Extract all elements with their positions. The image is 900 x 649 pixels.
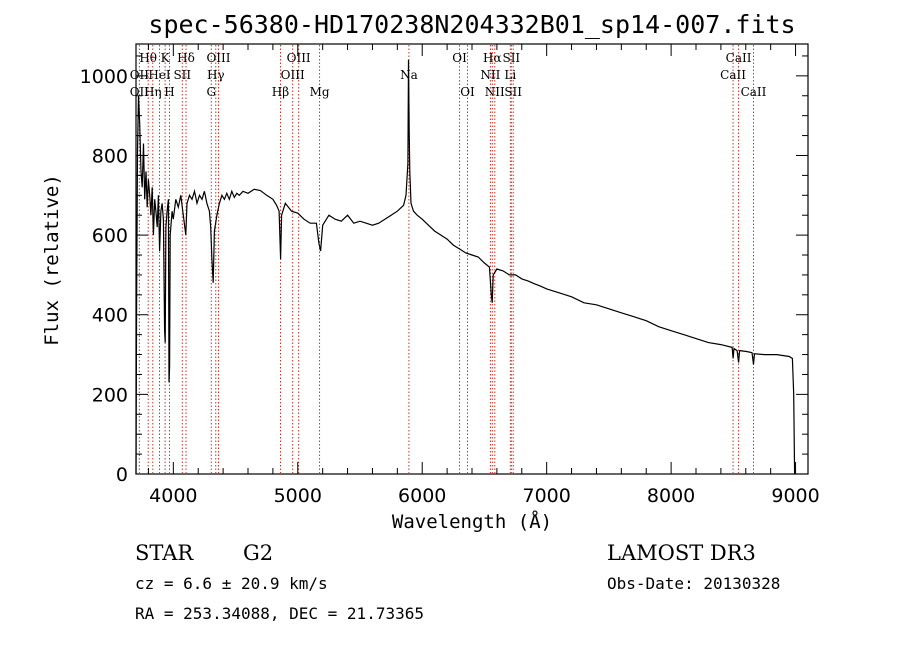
line-label-hθ: Hθ xyxy=(139,51,157,65)
line-label-h: H xyxy=(164,85,174,99)
coordinates-text: RA = 253.34088, DEC = 21.73365 xyxy=(135,604,424,623)
line-label-hα: Hα xyxy=(483,51,502,65)
redshift-text: cz = 6.6 ± 20.9 km/s xyxy=(135,574,328,593)
obs-date: Obs-Date: 20130328 xyxy=(607,574,780,593)
object-subclass: G2 xyxy=(243,541,273,565)
line-label-hη: Hη xyxy=(144,85,162,99)
y-tick-label: 400 xyxy=(92,305,128,327)
line-label-caii: CaII xyxy=(741,85,767,99)
spectral-line-markers xyxy=(138,45,754,473)
line-label-sii: SII xyxy=(502,51,520,65)
plot-frame xyxy=(135,43,809,475)
y-axis-label: Flux (relative) xyxy=(41,174,63,346)
line-label-hδ: Hδ xyxy=(177,51,195,65)
line-label-oii: OII xyxy=(130,85,150,99)
line-label-mg: Mg xyxy=(310,85,330,99)
x-tick-label: 4000 xyxy=(149,485,197,507)
y-tick-label: 1000 xyxy=(80,66,128,88)
line-label-oiii: OIII xyxy=(281,68,305,82)
line-label-oii: OII xyxy=(130,68,150,82)
x-tick-label: 9000 xyxy=(771,485,819,507)
x-tick-label: 5000 xyxy=(274,485,322,507)
line-label-oi: OI xyxy=(460,85,475,99)
y-axis-ticks: 0 200 400 600 800 1000 xyxy=(80,55,808,486)
object-type: STAR xyxy=(135,541,194,565)
x-tick-label: 7000 xyxy=(522,485,570,507)
y-tick-label: 200 xyxy=(92,384,128,406)
x-tick-label: 6000 xyxy=(398,485,446,507)
x-tick-label: 8000 xyxy=(647,485,695,507)
line-label-hei: HeI xyxy=(148,68,171,82)
line-label-caii: CaII xyxy=(726,51,752,65)
spectrum-line xyxy=(135,59,796,475)
line-label-hβ: Hβ xyxy=(272,85,289,99)
line-label-oiii: OIII xyxy=(206,51,230,65)
y-tick-label: 0 xyxy=(116,464,128,486)
line-label-k: K xyxy=(161,51,171,65)
chart-title: spec-56380-HD170238N204332B01_sp14-007.f… xyxy=(148,10,795,39)
line-label-nii: NII xyxy=(485,85,505,99)
line-label-oi: OI xyxy=(452,51,467,65)
line-label-sii: SII xyxy=(173,68,191,82)
line-label-sii: SII xyxy=(504,85,522,99)
y-tick-label: 800 xyxy=(92,145,128,167)
line-label-nii: NII xyxy=(480,68,500,82)
line-label-caii: CaII xyxy=(720,68,746,82)
survey-name: LAMOST DR3 xyxy=(607,541,756,565)
x-axis-label: Wavelength (Å) xyxy=(392,510,552,533)
y-tick-label: 600 xyxy=(92,225,128,247)
line-label-g: G xyxy=(206,85,216,99)
x-axis-ticks: 4000 5000 6000 7000 8000 9000 xyxy=(147,44,820,507)
line-label-oiii: OIII xyxy=(287,51,311,65)
line-label-li: Li xyxy=(504,68,516,82)
line-label-hγ: Hγ xyxy=(207,68,225,82)
